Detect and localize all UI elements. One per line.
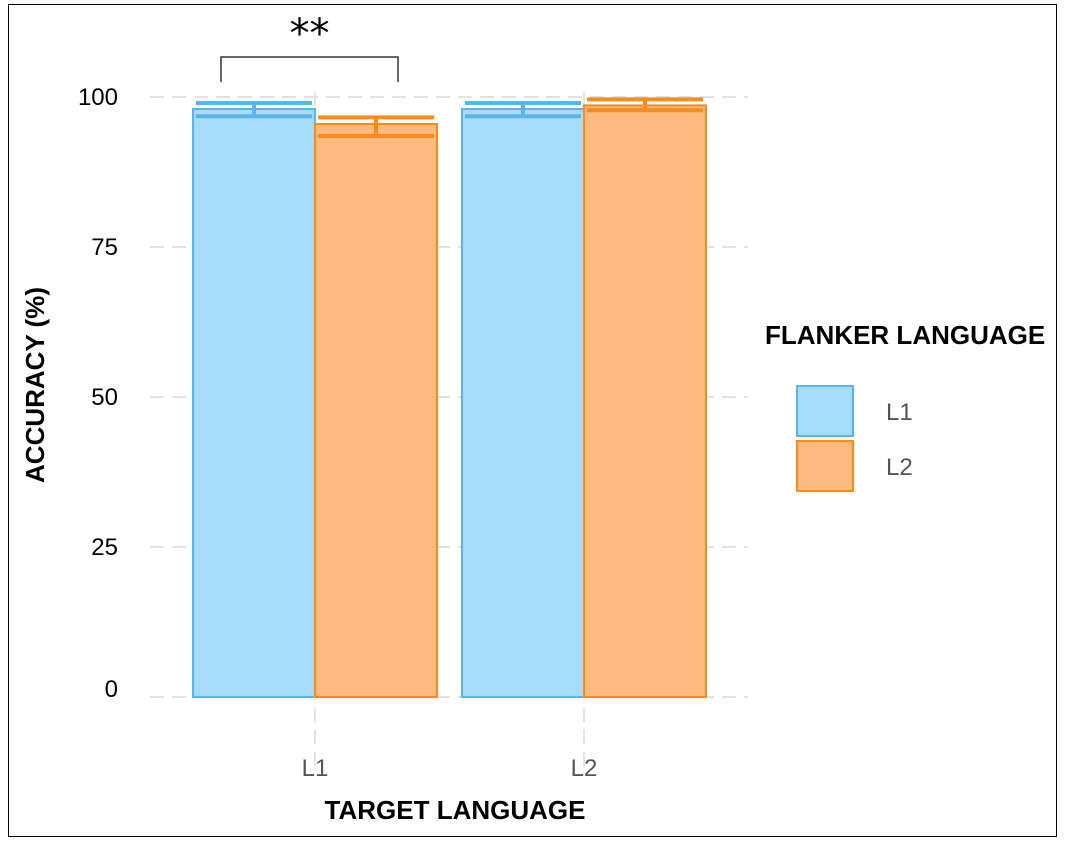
x-tick-labels: L1 L2 <box>302 755 598 782</box>
bar-l2-l1 <box>314 123 438 698</box>
y-tick-label: 100 <box>78 84 118 111</box>
error-bar <box>587 97 703 113</box>
significance-stars: ** <box>290 11 330 57</box>
legend-label-l2: L2 <box>886 454 913 481</box>
legend-label-l1: L1 <box>886 399 913 426</box>
x-axis-title: TARGET LANGUAGE <box>325 795 586 825</box>
significance-bracket <box>220 56 399 82</box>
legend-key-l2 <box>796 440 854 492</box>
y-tick-label: 50 <box>91 384 118 411</box>
bars <box>192 104 707 698</box>
error-bar <box>318 115 434 138</box>
bar-l2-l2 <box>583 104 707 698</box>
bar-l1-l1 <box>192 108 316 698</box>
y-tick-label: 75 <box>91 234 118 261</box>
error-bars <box>196 97 703 138</box>
y-axis-title: ACCURACY (%) <box>20 287 50 483</box>
legend: FLANKER LANGUAGE L1 L2 <box>765 320 1045 492</box>
y-tick-label: 25 <box>91 534 118 561</box>
significance-annotation: ** <box>220 11 399 82</box>
error-bar <box>196 101 312 119</box>
x-tick-label: L1 <box>302 755 329 782</box>
legend-title: FLANKER LANGUAGE <box>765 320 1045 350</box>
x-tick-label: L2 <box>571 755 598 782</box>
legend-key-l1 <box>796 385 854 437</box>
y-tick-label: 0 <box>105 676 118 703</box>
error-bar <box>465 101 581 119</box>
y-tick-labels: 0 25 50 75 100 <box>78 84 118 703</box>
bar-l1-l2 <box>461 108 585 698</box>
